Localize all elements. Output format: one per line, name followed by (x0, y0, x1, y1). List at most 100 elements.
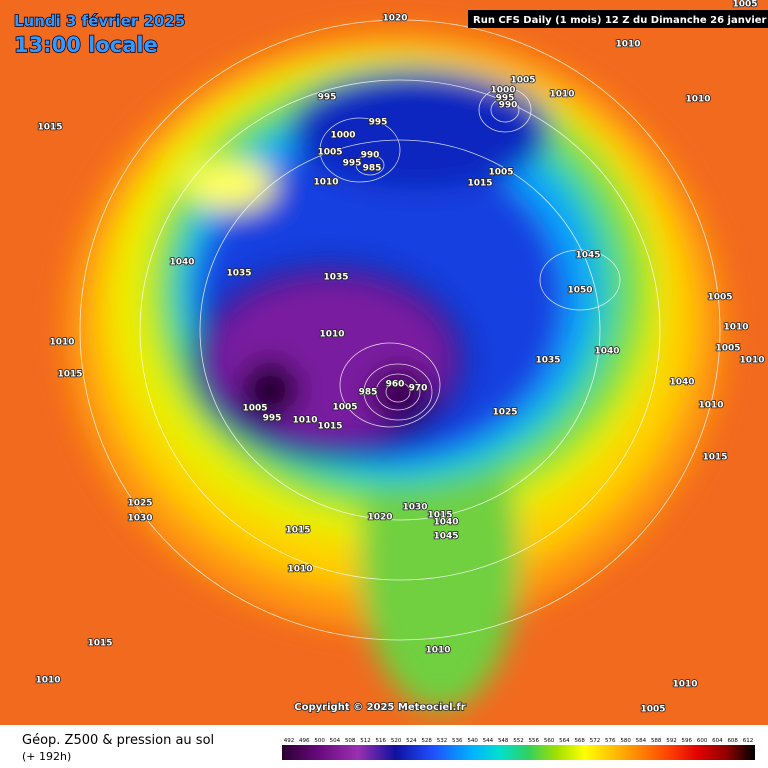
isobar-label: 1010 (49, 338, 74, 348)
isobar-label: 1010 (313, 178, 338, 188)
colorbar-tick-label: 504 (330, 738, 341, 744)
isobar-label: 1010 (723, 323, 748, 333)
isobar-label: 1005 (317, 148, 342, 158)
isobar-label: 1005 (488, 168, 513, 178)
isobar-label: 1035 (535, 356, 560, 366)
isobar-label: 1035 (226, 269, 251, 279)
isobar-label: 1005 (242, 404, 267, 414)
isobar-label: 1000 (330, 131, 355, 141)
colorbar-tick-label: 568 (574, 738, 585, 744)
colorbar-tick-label: 496 (299, 738, 310, 744)
isobar-label: 1015 (467, 179, 492, 189)
isobar-label: 1015 (427, 511, 452, 521)
colorbar (282, 745, 755, 760)
isobar-label: 1045 (433, 532, 458, 542)
time: 13:00 locale (14, 33, 158, 57)
colorbar-tick-label: 532 (437, 738, 448, 744)
isobar-label: 1005 (332, 403, 357, 413)
colorbar-tick-label: 544 (483, 738, 494, 744)
date: Lundi 3 février 2025 (14, 12, 185, 30)
isobar-label: 1000 (490, 86, 515, 96)
isobar-label: 1045 (575, 251, 600, 261)
colorbar-tick-label: 524 (406, 738, 417, 744)
isobar-label: 1010 (549, 90, 574, 100)
isobar-label: 1015 (37, 123, 62, 133)
colorbar-tick-label: 560 (544, 738, 555, 744)
isobar-label: 1040 (169, 258, 194, 268)
isobar-label: 995 (343, 159, 362, 169)
isobar-label: 1015 (702, 453, 727, 463)
isobar-label: 1020 (382, 14, 407, 24)
isobar-label: 970 (409, 384, 428, 394)
isobar-label: 1010 (739, 356, 764, 366)
isobar-label: 1005 (715, 344, 740, 354)
colorbar-tick-label: 536 (452, 738, 463, 744)
colorbar-tick-label: 612 (743, 738, 754, 744)
colorbar-tick-label: 516 (376, 738, 387, 744)
isobar-label: 1015 (87, 639, 112, 649)
colorbar-tick-label: 572 (590, 738, 601, 744)
colorbar-tick-label: 512 (360, 738, 371, 744)
isobar-label: 995 (369, 118, 388, 128)
isobar-label: 1010 (287, 565, 312, 575)
isobar-label: 1025 (127, 499, 152, 509)
isobar-label: 1040 (433, 518, 458, 528)
colorbar-tick-label: 588 (651, 738, 662, 744)
isobar-label: 995 (496, 94, 515, 104)
isobar-label: 1020 (367, 513, 392, 523)
colorbar-tick-label: 540 (467, 738, 478, 744)
isobar-label: 1005 (707, 293, 732, 303)
isobar-label: 985 (359, 388, 378, 398)
run-box (468, 10, 768, 28)
isobar-label: 995 (263, 414, 282, 424)
run-info: Run CFS Daily (1 mois) 12 Z du Dimanche … (473, 15, 768, 26)
isobar-label: 990 (361, 151, 380, 161)
colorbar-tick-label: 592 (666, 738, 677, 744)
isobar-label: 1030 (402, 503, 427, 513)
colorbar-tick-label: 548 (498, 738, 509, 744)
isobar-label: 1010 (319, 330, 344, 340)
isobar-label: 1010 (615, 40, 640, 50)
isobar-label: 960 (386, 380, 405, 390)
colorbar-tick-label: 600 (697, 738, 708, 744)
colorbar-tick-label: 580 (620, 738, 631, 744)
isobar-label: 1005 (510, 76, 535, 86)
isobar-label: 995 (318, 93, 337, 103)
colorbar-tick-label: 500 (314, 738, 325, 744)
isobar-label: 1040 (669, 378, 694, 388)
isobar-label: 1015 (57, 370, 82, 380)
isobar-label: 1030 (127, 514, 152, 524)
isobar-label: 1010 (292, 416, 317, 426)
isobar-label: 1005 (640, 705, 665, 715)
colorbar-tick-label: 552 (513, 738, 524, 744)
isobar-label: 1010 (685, 95, 710, 105)
colorbar-tick-label: 604 (712, 738, 723, 744)
isobar-label: 1035 (323, 273, 348, 283)
isobar-label: 985 (363, 164, 382, 174)
isobar-label: 1015 (317, 422, 342, 432)
isobar-label: 990 (499, 101, 518, 111)
colorbar-tick-label: 596 (682, 738, 693, 744)
isobar-label: 1025 (492, 408, 517, 418)
colorbar-tick-label: 608 (727, 738, 738, 744)
isobar-label: 1005 (732, 0, 757, 10)
footer-subtitle: (+ 192h) (22, 750, 71, 763)
isobar-label: 1040 (594, 347, 619, 357)
colorbar-tick-label: 492 (284, 738, 295, 744)
colorbar-tick-label: 556 (529, 738, 540, 744)
colorbar-tick-label: 576 (605, 738, 616, 744)
colorbar-tick-label: 584 (636, 738, 647, 744)
footer-title: Géop. Z500 & pression au sol (22, 733, 214, 748)
isobar-label: 1010 (35, 676, 60, 686)
copyright: Copyright © 2025 Meteociel.fr (294, 702, 465, 713)
colorbar-tick-label: 520 (391, 738, 402, 744)
isobar-label: 1010 (698, 401, 723, 411)
isobar-label: 1010 (672, 680, 697, 690)
isobar-label: 1015 (285, 526, 310, 536)
colorbar-tick-label: 528 (421, 738, 432, 744)
isobar-label: 1010 (425, 646, 450, 656)
colorbar-tick-label: 564 (559, 738, 570, 744)
colorbar-tick-label: 508 (345, 738, 356, 744)
